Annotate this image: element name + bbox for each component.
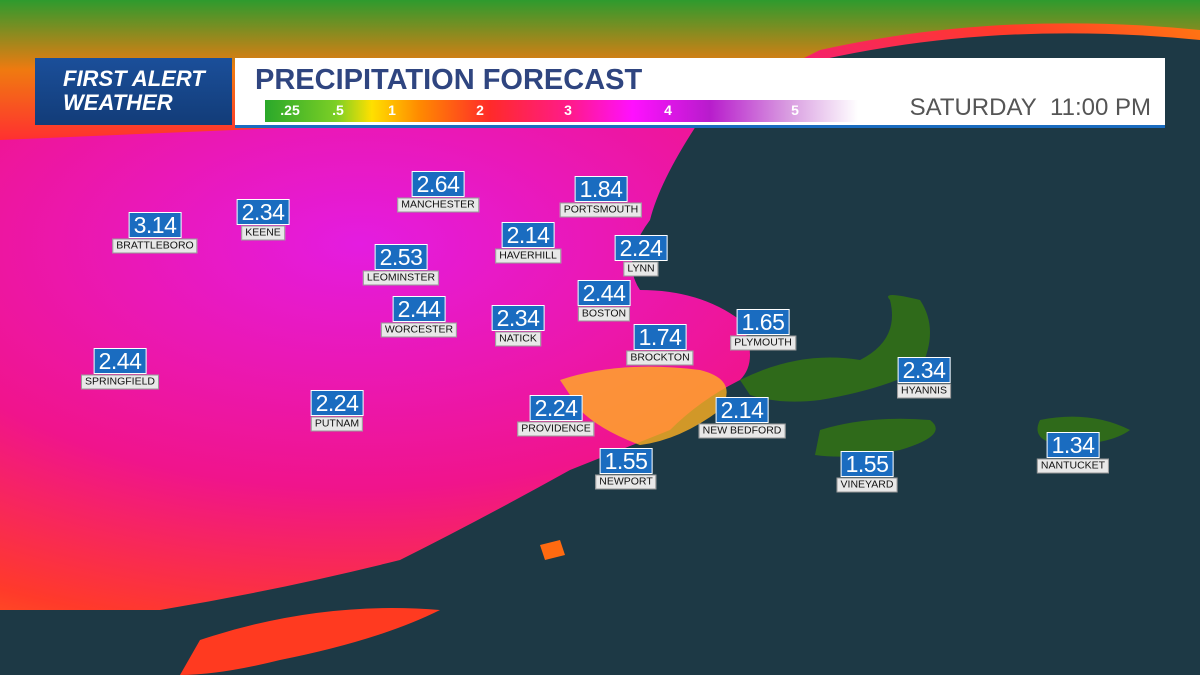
city-name: HAVERHILL	[495, 248, 561, 264]
city-name: BRATTLEBORO	[112, 238, 198, 254]
logo-line: FIRST ALERT	[63, 66, 205, 91]
city-value: 2.34	[236, 199, 290, 225]
city-name: LYNN	[623, 261, 659, 277]
city-value: 2.64	[411, 171, 465, 197]
city-name: BOSTON	[577, 306, 631, 322]
city-value: 2.14	[715, 397, 769, 423]
marthas-vineyard	[815, 418, 936, 457]
legend-label: .5	[332, 102, 344, 118]
city-value: 2.14	[501, 222, 555, 248]
city-value: 2.44	[93, 348, 147, 374]
city-name: PROVIDENCE	[517, 421, 595, 437]
header: PRECIPITATION FORECAST SATURDAY 11:00 PM…	[235, 58, 1165, 128]
city-value: 3.14	[128, 212, 182, 238]
timestamp: SATURDAY 11:00 PM	[910, 94, 1151, 122]
city-value: 2.44	[392, 296, 446, 322]
city-value: 2.34	[491, 305, 545, 331]
city-value: 1.84	[574, 176, 628, 202]
city-name: PUTNAM	[310, 416, 364, 432]
city-name: NANTUCKET	[1036, 458, 1110, 474]
city-name: KEENE	[241, 225, 285, 241]
city-name: PLYMOUTH	[730, 335, 796, 351]
time: 11:00 PM	[1050, 94, 1151, 121]
legend-label: .25	[280, 102, 300, 118]
day: SATURDAY	[909, 94, 1037, 121]
city-value: 1.34	[1046, 432, 1100, 458]
city-value: 1.74	[633, 324, 687, 350]
city-name: HYANNIS	[897, 383, 951, 399]
legend-label: 3	[564, 102, 572, 118]
legend-label: 2	[476, 102, 484, 118]
city-name: WORCESTER	[380, 322, 458, 338]
city-name: PORTSMOUTH	[559, 202, 643, 218]
city-value: 1.65	[736, 309, 790, 335]
block-island	[540, 540, 565, 560]
title: PRECIPITATION FORECAST	[255, 64, 643, 96]
legend-bar	[265, 100, 858, 122]
city-name: VINEYARD	[836, 477, 898, 493]
city-name: SPRINGFIELD	[80, 374, 160, 390]
low-rain-area	[560, 366, 727, 445]
cape-cod	[740, 295, 930, 402]
city-value: 1.55	[840, 451, 894, 477]
city-value: 2.24	[614, 235, 668, 261]
city-value: 2.34	[897, 357, 951, 383]
city-name: NEWPORT	[595, 474, 657, 490]
city-name: MANCHESTER	[397, 197, 479, 213]
city-value: 2.24	[310, 390, 364, 416]
city-name: NATICK	[495, 331, 541, 347]
logo-line: WEATHER	[63, 90, 173, 115]
legend-label: 1	[388, 102, 396, 118]
legend-label: 5	[791, 102, 799, 118]
long-island	[180, 608, 440, 675]
legend-label: 4	[664, 102, 672, 118]
city-value: 1.55	[599, 448, 653, 474]
city-name: LEOMINSTER	[362, 270, 440, 286]
city-value: 2.53	[374, 244, 428, 270]
city-name: NEW BEDFORD	[698, 423, 786, 439]
city-value: 2.44	[577, 280, 631, 306]
logo: FIRST ALERT WEATHER	[35, 58, 232, 125]
city-value: 2.24	[529, 395, 583, 421]
city-name: BROCKTON	[626, 350, 694, 366]
